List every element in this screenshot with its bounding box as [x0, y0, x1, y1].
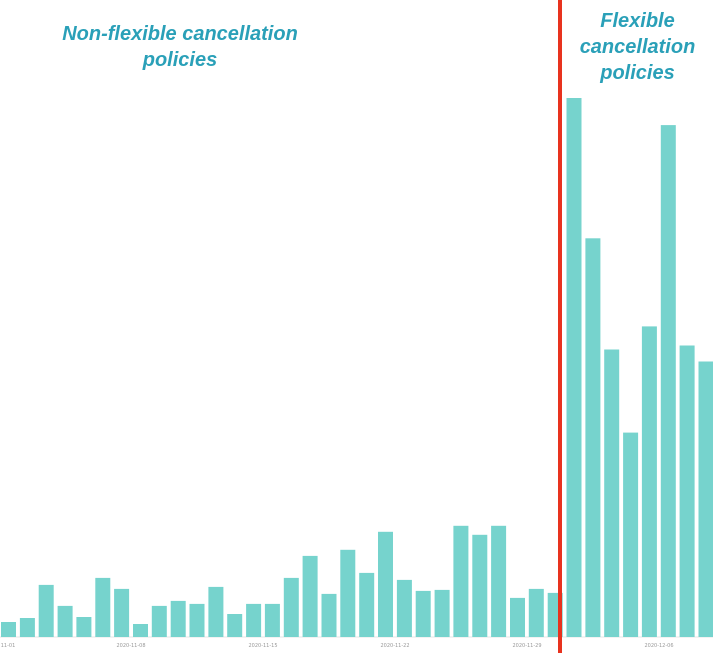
bar [19, 618, 35, 637]
bar [283, 577, 299, 637]
x-tick-label: 2020-12-06 [644, 643, 673, 649]
bar [585, 238, 601, 638]
bar [396, 579, 412, 637]
x-tick-labels: 11-01 2020-11-08 2020-11-15 2020-11-22 2… [1, 643, 674, 649]
x-tick-label: 2020-11-22 [380, 643, 409, 649]
bar [528, 588, 544, 637]
bars-group [1, 98, 713, 638]
bar [510, 597, 525, 637]
bar [189, 603, 205, 637]
x-tick-label: 11-01 [1, 643, 16, 649]
bar [491, 525, 507, 637]
bar [133, 624, 148, 637]
bar [57, 605, 73, 637]
bar [698, 361, 713, 637]
bar [302, 555, 318, 637]
annotation-line: cancellation [579, 36, 696, 58]
x-tick-label: 2020-11-08 [116, 643, 145, 649]
bar [170, 600, 186, 637]
bar [340, 549, 356, 637]
annotation-non-flexible: Non-flexible cancellation policies [40, 21, 320, 73]
bar [623, 432, 639, 637]
x-tick-label: 2020-11-15 [248, 643, 277, 649]
bar [76, 617, 92, 637]
bar [227, 614, 243, 637]
bar [660, 125, 676, 637]
bar [641, 326, 657, 637]
bar [264, 603, 280, 637]
annotation-line: Non-flexible cancellation [62, 23, 298, 45]
bar [604, 349, 620, 637]
bar [472, 534, 488, 637]
bar [566, 98, 582, 637]
bar [434, 589, 450, 637]
annotation-line: policies [142, 49, 218, 71]
bar [378, 531, 393, 637]
bar [95, 577, 111, 637]
bar [453, 525, 469, 637]
bar [151, 605, 167, 637]
bar [321, 593, 337, 637]
bar [1, 622, 16, 637]
annotation-line: policies [600, 62, 675, 84]
annotation-line: Flexible [600, 10, 675, 32]
bar [415, 590, 431, 637]
bar [679, 345, 695, 637]
bar [359, 572, 375, 637]
bar [246, 603, 262, 637]
bar [208, 586, 224, 637]
annotation-flexible: Flexible cancellation policies [565, 8, 710, 86]
x-tick-label: 2020-11-29 [512, 643, 541, 649]
bar [114, 588, 130, 637]
bar [38, 584, 54, 637]
